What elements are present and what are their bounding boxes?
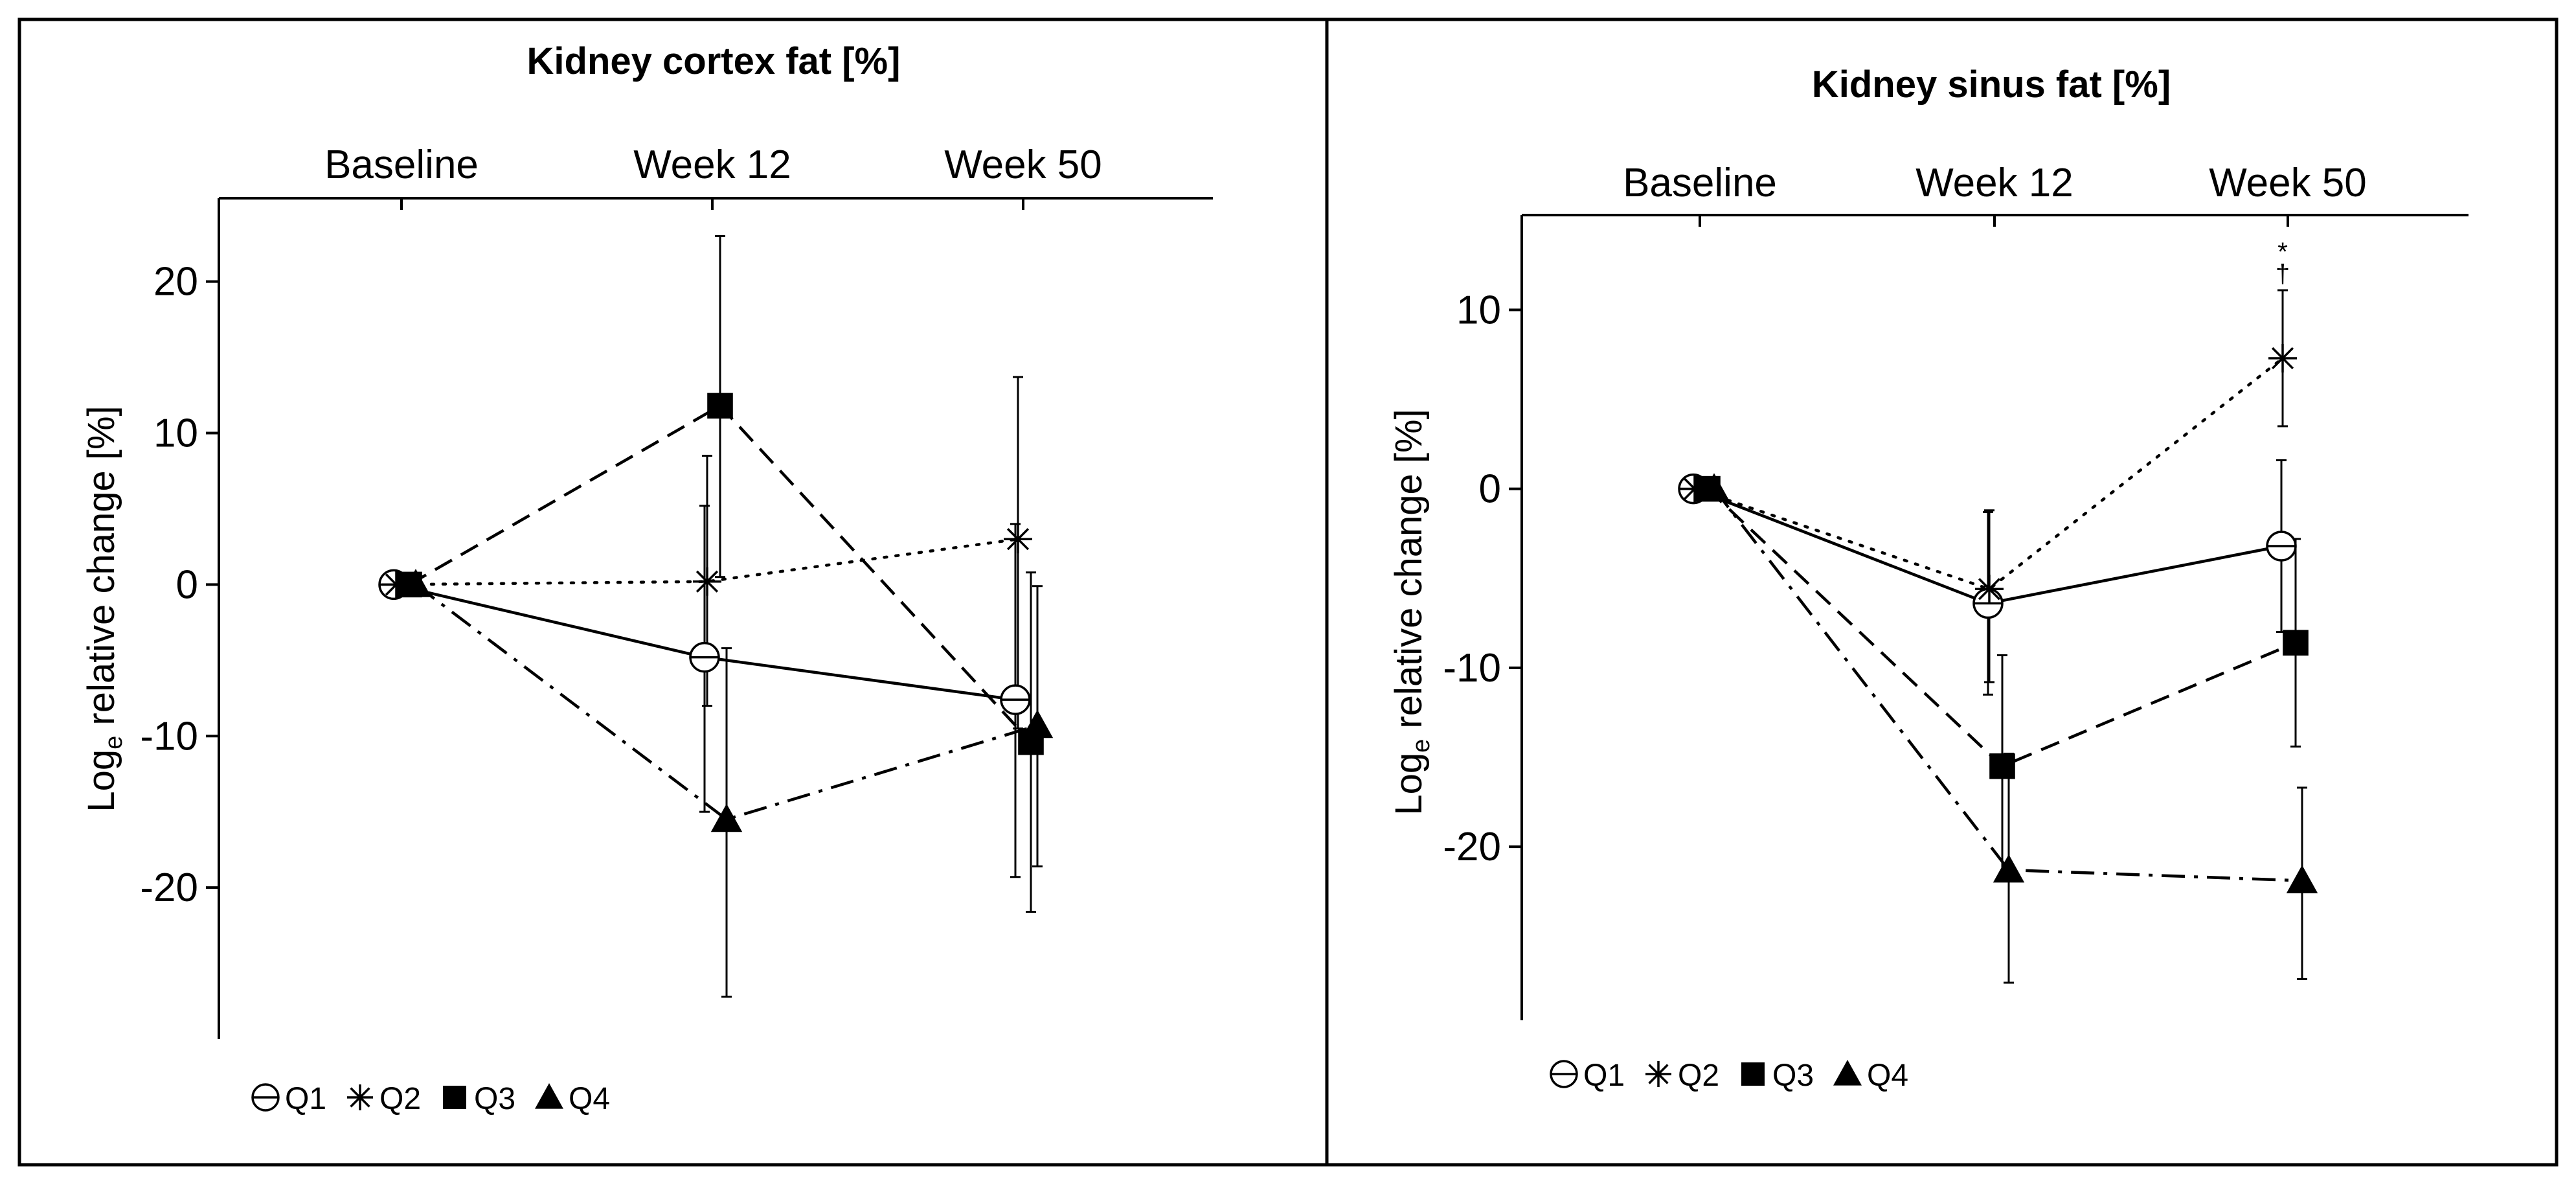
y-tick-label: 10 — [1456, 288, 1501, 332]
legend-marker-q4 — [535, 1083, 563, 1109]
legend-label-q2: Q2 — [379, 1082, 421, 1116]
chart-title: Kidney cortex fat [%] — [527, 40, 901, 82]
legend-marker-q4 — [1833, 1060, 1862, 1086]
y-axis-label-subscript: e — [100, 736, 128, 750]
marker-q4 — [710, 803, 743, 832]
x-tick-label: Week 50 — [944, 143, 1102, 187]
series-line-q2 — [1693, 356, 2285, 591]
legend: Q1 Q2 Q3 Q4 — [1550, 1059, 1908, 1093]
series-lines — [1693, 356, 2303, 882]
legend-label-q1: Q1 — [1583, 1059, 1625, 1093]
x-tick-label: Baseline — [1623, 161, 1777, 205]
y-tick-label: -10 — [1443, 646, 1501, 691]
x-axis-ticks: Baseline Week 12 Week 50 — [1623, 161, 2367, 227]
x-tick-label: Week 12 — [1915, 161, 2073, 205]
legend-label-q1: Q1 — [285, 1082, 326, 1116]
marker-q4 — [1021, 709, 1054, 738]
marker-q4 — [400, 569, 432, 597]
marker-q4 — [1698, 473, 1730, 501]
legend-label-q4: Q4 — [1867, 1059, 1908, 1093]
y-tick-label: -20 — [1443, 825, 1501, 869]
y-axis-label-rest: relative change [%] — [1388, 409, 1430, 738]
significance-mark: † — [2276, 260, 2290, 288]
x-axis: Baseline Week 12 Week 50 — [1522, 161, 2469, 227]
y-tick-label: -10 — [140, 714, 198, 759]
y-tick-label: 0 — [1479, 467, 1501, 512]
marker-q2 — [2268, 343, 2297, 372]
y-axis-label-rest: relative change [%] — [80, 406, 122, 735]
legend-label-q2: Q2 — [1678, 1059, 1719, 1093]
series-line-q4 — [414, 583, 1038, 821]
y-tick-label: 0 — [176, 562, 198, 607]
y-axis-label-subscript: e — [1408, 739, 1435, 753]
marker-q2 — [1004, 525, 1032, 554]
marker-q3 — [1989, 753, 2015, 779]
marker-q4 — [2286, 865, 2318, 893]
y-axis-label-log: Log — [1388, 753, 1430, 816]
y-axis-ticks: 10 0 -10 -20 — [1443, 288, 1522, 869]
y-axis-label-log: Log — [80, 750, 122, 812]
legend-marker-q2 — [1645, 1061, 1671, 1087]
legend-label-q3: Q3 — [474, 1082, 515, 1116]
figure-border — [17, 17, 2559, 1167]
marker-q3 — [707, 393, 733, 419]
y-tick-label: 10 — [153, 411, 198, 456]
legend-marker-q3 — [443, 1086, 466, 1109]
marker-q2 — [693, 567, 721, 596]
error-bars — [699, 235, 1043, 998]
y-axis-label: Loge relative change [%] — [1388, 409, 1435, 815]
series-lines — [393, 404, 1038, 821]
legend-marker-q3 — [1741, 1062, 1765, 1086]
legend-label-q3: Q3 — [1772, 1059, 1814, 1093]
marker-q2 — [1975, 575, 2004, 604]
annotations: *† — [2276, 238, 2290, 288]
x-tick-label: Week 12 — [633, 143, 791, 187]
y-axis-ticks: 20 10 0 -10 -20 — [140, 260, 219, 910]
legend-marker-q2 — [347, 1084, 373, 1110]
series-line-q2 — [394, 537, 1020, 586]
marker-q4 — [1993, 854, 2025, 883]
significance-mark: * — [2277, 238, 2288, 266]
markers — [1678, 343, 2318, 893]
x-axis: Baseline Week 12 Week 50 — [219, 143, 1213, 210]
legend-label-q4: Q4 — [569, 1082, 610, 1116]
x-tick-label: Week 50 — [2209, 161, 2367, 205]
y-tick-label: -20 — [140, 865, 198, 910]
legend: Q1 Q2 Q3 Q4 — [251, 1082, 610, 1116]
marker-q3 — [2283, 630, 2309, 656]
y-axis: 20 10 0 -10 -20 — [140, 198, 220, 1039]
markers — [378, 393, 1054, 832]
y-axis: 10 0 -10 -20 — [1443, 215, 1523, 1020]
x-tick-label: Baseline — [324, 143, 479, 187]
y-tick-label: 20 — [153, 260, 198, 304]
panel-kidney-cortex-fat: Kidney cortex fat [%] Baseline Week 12 Wee… — [80, 40, 1213, 1116]
y-axis-label: Loge relative change [%] — [80, 406, 128, 812]
chart-title: Kidney sinus fat [%] — [1812, 63, 2171, 106]
panel-kidney-sinus-fat: Kidney sinus fat [%] Baseline Week 12 Week… — [1388, 63, 2469, 1093]
x-axis-ticks: Baseline Week 12 Week 50 — [324, 143, 1102, 210]
